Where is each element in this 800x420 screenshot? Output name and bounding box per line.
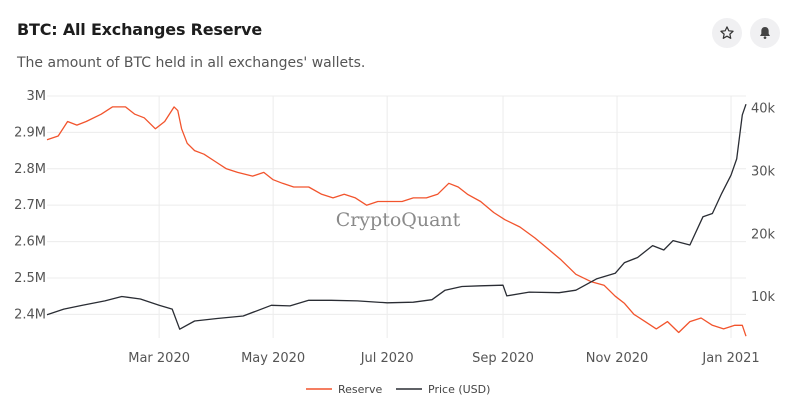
y-left-tick-label: 2.8M [14, 162, 46, 177]
series-line-price [46, 103, 747, 330]
x-axis: Mar 2020 May 2020 Jul 2020 Sep 2020 Nov 2020… [128, 351, 759, 366]
legend-label-reserve: Reserve [338, 383, 382, 396]
page-subtitle: The amount of BTC held in all exchanges'… [17, 55, 366, 71]
favorite-button[interactable] [712, 18, 742, 48]
y-left-tick-label: 2.4M [14, 307, 46, 322]
legend-item-price[interactable]: Price (USD) [396, 383, 490, 396]
y-axis-right: 10k 20k 30k 40k [751, 102, 776, 306]
y-right-tick-label: 10k [751, 290, 776, 305]
x-tick-label: Jul 2020 [360, 351, 414, 366]
y-left-tick-label: 2.6M [14, 235, 46, 250]
y-left-tick-label: 3M [27, 89, 47, 104]
page-title: BTC: All Exchanges Reserve [17, 20, 262, 39]
x-tick-label: May 2020 [241, 351, 305, 366]
y-left-tick-label: 2.7M [14, 198, 46, 213]
y-right-tick-label: 30k [751, 164, 776, 179]
y-left-tick-label: 2.9M [14, 125, 46, 140]
x-tick-label: Jan 2021 [701, 351, 759, 366]
y-right-tick-label: 20k [751, 227, 776, 242]
chart-header: BTC: All Exchanges Reserve [17, 20, 262, 39]
x-tick-label: Sep 2020 [472, 351, 534, 366]
watermark-logo: CryptoQuant [336, 209, 461, 231]
chart-legend[interactable]: Reserve Price (USD) [306, 383, 490, 396]
y-left-tick-label: 2.5M [14, 271, 46, 286]
series-line-reserve [46, 106, 747, 337]
x-tick-label: Nov 2020 [586, 351, 649, 366]
star-icon [720, 26, 734, 39]
bell-icon [760, 27, 770, 39]
y-axis-left: 2.4M 2.5M 2.6M 2.7M 2.8M 2.9M 3M [14, 89, 46, 322]
x-tick-label: Mar 2020 [128, 351, 190, 366]
legend-item-reserve[interactable]: Reserve [306, 383, 382, 396]
chart-grid [47, 95, 746, 338]
y-right-tick-label: 40k [751, 102, 776, 117]
legend-label-price: Price (USD) [428, 383, 490, 396]
series-layer [46, 103, 747, 337]
alert-button[interactable] [750, 18, 780, 48]
